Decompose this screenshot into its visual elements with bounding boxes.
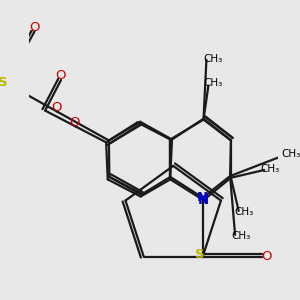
Text: CH₃: CH₃ — [203, 54, 222, 64]
Text: CH₃: CH₃ — [282, 148, 300, 159]
Text: O: O — [56, 69, 66, 82]
Text: CH₃: CH₃ — [235, 207, 254, 217]
Text: CH₃: CH₃ — [260, 164, 279, 174]
Text: CH₃: CH₃ — [204, 78, 223, 88]
Text: O: O — [29, 21, 40, 34]
Text: O: O — [69, 116, 80, 129]
Text: O: O — [52, 101, 62, 114]
Text: O: O — [261, 250, 272, 263]
Text: S: S — [195, 248, 205, 261]
Text: CH₃: CH₃ — [232, 231, 251, 241]
Text: N: N — [197, 191, 208, 204]
Text: S: S — [0, 76, 8, 89]
Text: N: N — [198, 194, 209, 207]
